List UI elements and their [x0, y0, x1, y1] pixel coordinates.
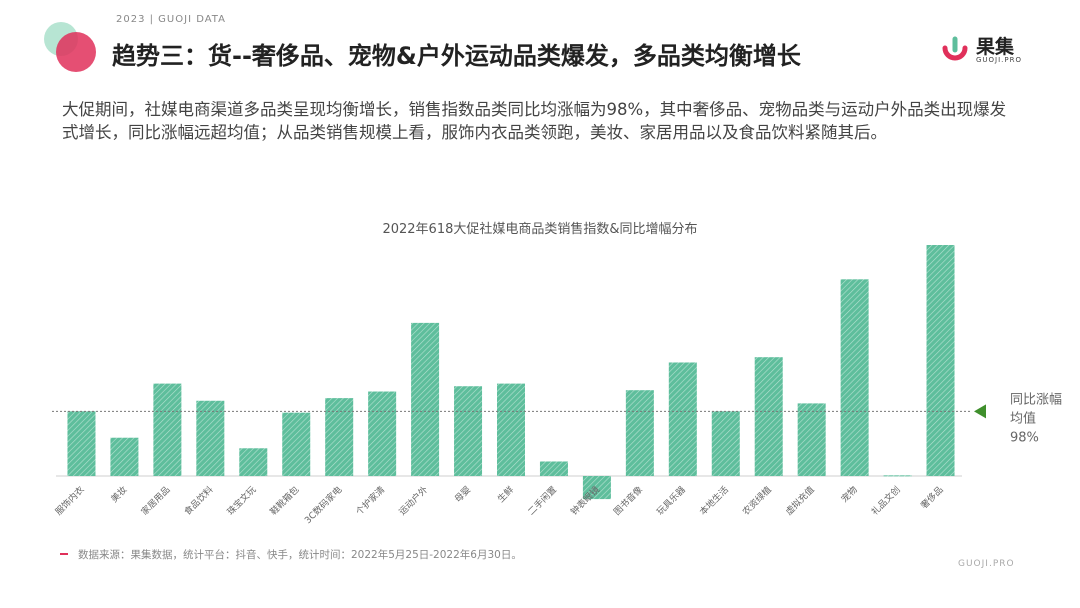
- brand-sub: GUOJI.PRO: [976, 56, 1023, 64]
- bar-3C数码家电: [325, 398, 354, 476]
- page-title: 趋势三：货--奢侈品、宠物&户外运动品类爆发，多品类均衡增长: [112, 42, 801, 70]
- x-tick-label: 奢侈品: [918, 484, 946, 512]
- reference-label-line: 均值: [1010, 410, 1036, 426]
- bar-美妆: [110, 437, 139, 476]
- footer-accent: [60, 553, 68, 555]
- bar-服饰内衣: [67, 411, 96, 476]
- x-tick-label: 食品饮料: [182, 484, 216, 518]
- bar-农资绿植: [754, 357, 783, 476]
- bar-母婴: [454, 386, 483, 476]
- bar-食品饮料: [196, 400, 225, 476]
- bar-礼品文创: [883, 475, 912, 477]
- bar-生鲜: [497, 383, 525, 476]
- x-tick-label: 运动户外: [396, 484, 430, 518]
- bar-鞋靴箱包: [282, 412, 311, 476]
- bar-虚拟充值: [797, 403, 826, 476]
- reference-marker-icon: [974, 404, 986, 419]
- topline: 2023 | GUOJI DATA: [116, 14, 226, 25]
- x-tick-label: 美妆: [108, 484, 129, 505]
- x-tick-label: 二手闲置: [525, 484, 559, 518]
- bar-二手闲置: [539, 461, 568, 476]
- x-tick-label: 服饰内衣: [53, 484, 87, 518]
- x-tick-label: 图书音像: [611, 484, 645, 518]
- bar-个护家清: [368, 391, 397, 476]
- bar-运动户外: [411, 322, 440, 476]
- x-tick-label: 虚拟充值: [783, 484, 817, 518]
- x-tick-label: 本地生活: [697, 484, 731, 518]
- reference-label-line: 同比涨幅: [1010, 392, 1062, 407]
- x-tick-label: 家居用品: [139, 484, 173, 518]
- bar-图书音像: [625, 390, 654, 476]
- bar-奢侈品: [926, 245, 955, 476]
- x-tick-label: 3C数码家电: [302, 484, 344, 526]
- x-tick-label: 礼品文创: [869, 484, 903, 518]
- brand-logo: 果集 GUOJI.PRO: [940, 36, 1022, 66]
- decor-circle-red: [56, 32, 96, 72]
- x-tick-label: 鞋靴箱包: [267, 484, 301, 518]
- bar-宠物: [840, 279, 869, 476]
- bar-玩具乐器: [668, 362, 697, 476]
- bar-珠宝文玩: [239, 448, 268, 476]
- x-tick-label: 个护家清: [353, 484, 387, 518]
- guoji-logo-icon: [942, 36, 968, 61]
- x-tick-label: 农资绿植: [740, 484, 774, 518]
- bar-家居用品: [153, 383, 182, 476]
- x-tick-label: 母婴: [453, 484, 474, 505]
- bar-钟表眼镜: [582, 476, 611, 500]
- intro-paragraph: 大促期间，社媒电商渠道多品类呈现均衡增长，销售指数品类同比均涨幅为98%，其中奢…: [62, 100, 1007, 142]
- footer-brand: GUOJI.PRO: [958, 559, 1015, 569]
- bar-本地生活: [711, 411, 740, 476]
- reference-label-line: 98%: [1010, 430, 1039, 445]
- x-tick-label: 玩具乐器: [654, 484, 688, 518]
- chart-title: 2022年618大促社媒电商品类销售指数&同比增幅分布: [382, 222, 698, 237]
- x-tick-label: 生鲜: [495, 484, 516, 505]
- brand-name: 果集: [976, 36, 1015, 58]
- x-tick-label: 宠物: [839, 484, 860, 505]
- source-note: 数据来源：果集数据，统计平台：抖音、快手，统计时间：2022年5月25日-202…: [78, 549, 522, 561]
- x-tick-label: 珠宝文玩: [224, 484, 258, 518]
